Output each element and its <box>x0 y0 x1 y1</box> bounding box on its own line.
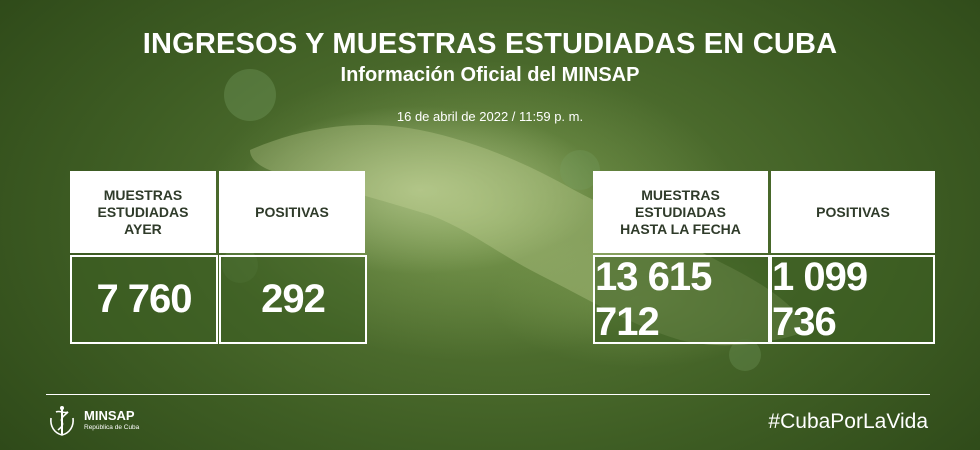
right-col1-header-label: MUESTRAS ESTUDIADAS HASTA LA FECHA <box>620 186 741 237</box>
virus-icon <box>560 150 600 190</box>
left-col1-header-label: MUESTRAS ESTUDIADAS AYER <box>97 186 189 237</box>
page-subtitle: Información Oficial del MINSAP <box>340 64 640 86</box>
left-col2-value: 292 <box>219 255 367 344</box>
hashtag: #CubaPorLaVida <box>768 410 928 433</box>
left-col2-header: POSITIVAS <box>219 171 365 253</box>
report-date: 16 de abril de 2022 / 11:59 p. m. <box>396 109 584 124</box>
minsap-brand: MINSAP <box>84 408 135 423</box>
footer-divider <box>46 394 930 395</box>
minsap-logo-icon <box>50 406 74 436</box>
page-title: INGRESOS Y MUESTRAS ESTUDIADAS EN CUBA <box>142 28 838 60</box>
right-col1-value: 13 615 712 <box>593 255 770 344</box>
right-col1-header: MUESTRAS ESTUDIADAS HASTA LA FECHA <box>593 171 768 253</box>
right-col2-header-label: POSITIVAS <box>816 203 890 220</box>
right-col2-value: 1 099 736 <box>770 255 935 344</box>
right-col2-header: POSITIVAS <box>771 171 935 253</box>
left-col2-header-label: POSITIVAS <box>255 203 329 220</box>
minsap-brand-sub: República de Cuba <box>84 424 140 431</box>
virus-icon <box>729 339 761 371</box>
left-col1-value: 7 760 <box>70 255 218 344</box>
virus-icon <box>224 69 276 121</box>
left-col1-header: MUESTRAS ESTUDIADAS AYER <box>70 171 216 253</box>
